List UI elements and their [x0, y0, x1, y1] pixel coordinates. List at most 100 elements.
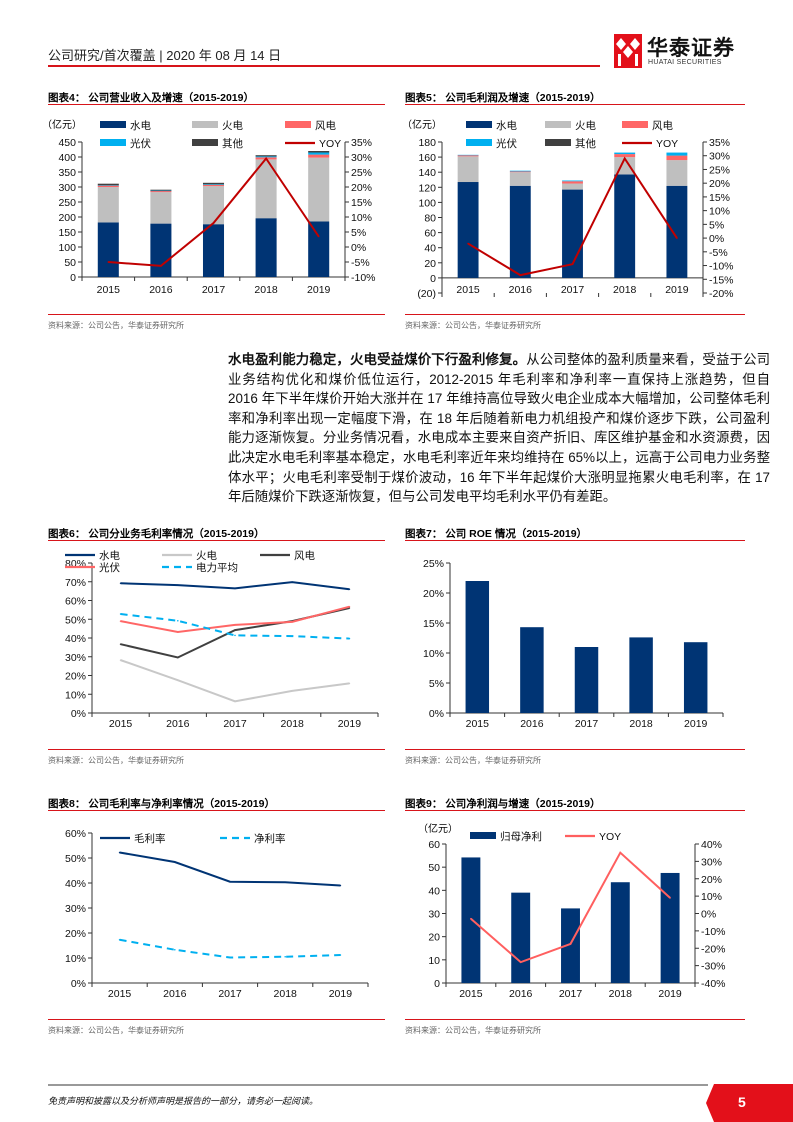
bar-segment-归母净利 [610, 882, 630, 983]
fig6-title: 图表6： 公司分业务毛利率情况（2015-2019） [48, 528, 265, 540]
data-point [470, 917, 472, 920]
legend-label: YOY [599, 831, 621, 843]
x-tick-label: 2016 [520, 718, 544, 730]
y-tick-label: 0 [430, 273, 436, 285]
legend-label: 其他 [222, 137, 243, 150]
bar-segment-风电 [308, 154, 330, 158]
bar-segment-风电 [202, 184, 225, 187]
header-divider [48, 65, 600, 67]
fig9-source-rule [405, 1019, 745, 1021]
fig7-title-rule [405, 540, 745, 542]
data-point [571, 263, 574, 265]
y-tick-label: 0% [71, 708, 86, 720]
x-tick-label: 2019 [684, 718, 708, 730]
bar-segment-光伏 [614, 152, 636, 155]
bar-segment-风电 [666, 155, 688, 161]
fig4-chart: （亿元） 0 50 100 150 200 250 300 350 400 450 -10% -5% 0… [42, 118, 376, 296]
y-tick-label: 5% [429, 678, 444, 690]
data-point [291, 635, 293, 637]
y-tick-label: 160 [418, 152, 436, 164]
y-tick-label: 40 [428, 885, 440, 897]
bar-segment-光伏 [97, 185, 119, 186]
y-tick-label: 20 [424, 258, 436, 270]
y-tick-label: 300 [58, 182, 76, 194]
data-point [177, 656, 179, 659]
data-point [119, 620, 122, 622]
fig8-title-rule [48, 810, 385, 812]
fig4-unit-label: （亿元） [42, 118, 82, 131]
y-tick-label: 40 [424, 243, 436, 255]
y-tick-label: 30% [65, 652, 86, 664]
y-tick-label: 60% [65, 596, 86, 608]
bar-segment-火电 [150, 192, 172, 224]
data-point [519, 961, 522, 963]
x-tick-label: 2019 [329, 988, 353, 1000]
y-tick-label: 30% [65, 903, 86, 915]
data-point [291, 690, 293, 692]
bar-segment-水电 [308, 221, 330, 277]
series-line-火电 [120, 659, 350, 703]
y2-tick-label: 10% [351, 212, 372, 224]
y-tick-label: 20% [65, 671, 86, 683]
bar-segment-光伏 [308, 152, 330, 155]
paragraph-body: 从公司整体的盈利质量来看，受益于公司业务结构优化和煤价低位运行，2012-201… [228, 352, 771, 505]
bar-segment-水电 [202, 224, 225, 277]
legend-label: 火电 [196, 549, 217, 562]
x-tick-label: 2015 [459, 988, 483, 1000]
x-tick-label: 2016 [509, 988, 533, 1000]
bar-segment-其他 [202, 182, 225, 185]
data-point [174, 861, 176, 863]
data-point [118, 851, 121, 854]
bar-segment-光伏 [255, 156, 277, 158]
series-line-电力平均 [120, 613, 350, 640]
data-point [107, 261, 110, 263]
bar-segment-其他 [150, 189, 172, 191]
bar-segment-火电 [97, 187, 119, 223]
bar-segment-风电 [97, 185, 119, 187]
data-point [177, 631, 179, 633]
fig9-title: 图表9： 公司净利润与增速（2015-2019） [405, 798, 601, 810]
data-point [348, 588, 351, 591]
bar-segment-光伏 [509, 170, 531, 172]
analysis-paragraph: 水电盈利能力稳定，火电受益煤价下行盈利修复。从公司整体的盈利质量来看，受益于公司… [228, 350, 770, 507]
y-tick-label: 140 [418, 167, 436, 179]
bar-segment-风电 [150, 190, 172, 193]
bar-segment-归母净利 [511, 892, 531, 983]
y-tick-label: (20) [417, 288, 436, 300]
legend-label: 光伏 [130, 137, 151, 150]
y2-tick-label: 20% [709, 178, 730, 190]
legend-label: 风电 [294, 549, 315, 562]
fig9-title-rule [405, 810, 745, 812]
y2-tick-label: -20% [709, 288, 734, 300]
report-header: 公司研究/首次覆盖 | 2020 年 08 月 14 日 [48, 45, 281, 64]
y2-tick-label: -40% [701, 978, 726, 990]
x-tick-label: 2017 [202, 284, 226, 296]
fig6-source: 资料来源：公司公告，华泰证券研究所 [48, 756, 184, 765]
y-tick-label: 40% [65, 633, 86, 645]
x-tick-label: 2016 [149, 284, 173, 296]
y-tick-label: 50% [65, 614, 86, 626]
fig5-chart: （亿元） (20) 0 20 40 60 80 100 120 140 160 180 -20% -15… [402, 118, 734, 300]
y2-tick-label: -5% [351, 257, 370, 269]
fig7-chart: 0% 5% 10% 15% 20% 25% 2015 2016 2017 2018 2019 [423, 558, 724, 730]
legend-label: 毛利率 [134, 832, 166, 845]
y2-tick-label: 0% [709, 233, 724, 245]
data-point [229, 880, 231, 883]
y-tick-label: 250 [58, 197, 76, 209]
data-point [569, 943, 572, 945]
legend-swatch [100, 121, 126, 128]
legend-swatch [545, 139, 571, 146]
data-point [160, 265, 162, 267]
y2-tick-label: 25% [709, 164, 730, 176]
fig8-title: 图表8： 公司毛利率与净利率情况（2015-2019） [48, 798, 275, 810]
x-tick-label: 2018 [281, 718, 305, 730]
page-number: 5 [738, 1094, 746, 1110]
fig8-source-rule [48, 1019, 385, 1021]
y2-tick-label: 5% [351, 227, 366, 239]
bar-segment-火电 [202, 186, 225, 225]
legend-label: 其他 [575, 137, 596, 150]
legend-label: 水电 [496, 119, 517, 132]
logo-text-cn: 华泰证券 [647, 37, 735, 60]
fig9-unit-label: （亿元） [418, 822, 458, 835]
data-point [177, 619, 179, 622]
